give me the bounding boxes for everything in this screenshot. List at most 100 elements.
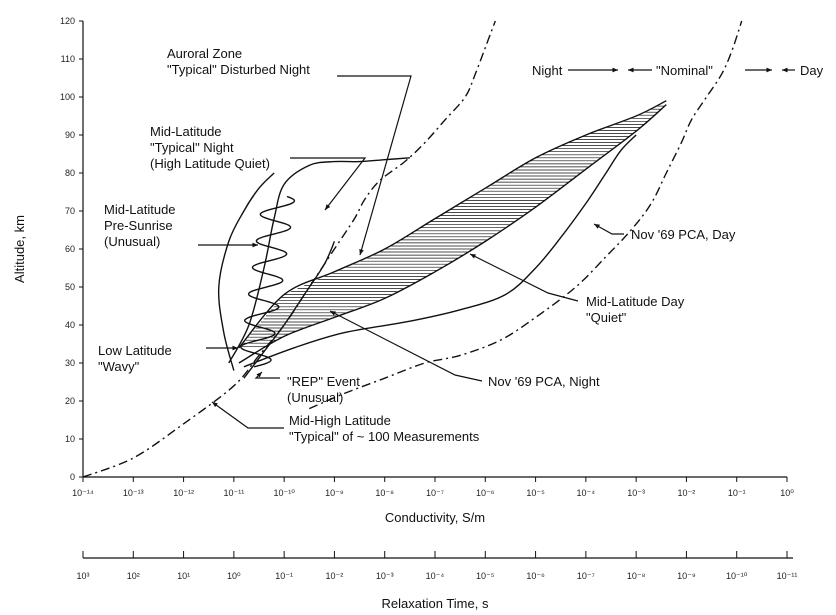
annotation-line: Auroral Zone bbox=[167, 46, 242, 61]
x2-tick-label: 10⁻¹⁰ bbox=[726, 571, 748, 581]
x-tick-label: 10⁻⁴ bbox=[577, 488, 596, 498]
x-tick-label: 10⁻³ bbox=[627, 488, 645, 498]
annotation-line: Mid-Latitude bbox=[104, 202, 176, 217]
annotation-nov69-night: Nov '69 PCA, Night bbox=[488, 374, 600, 389]
hatched-band-upper-edge bbox=[238, 100, 667, 349]
x2-tick-label: 10⁻⁷ bbox=[577, 571, 595, 581]
annotation-line: Day bbox=[800, 63, 824, 78]
annotation-line: "Quiet" bbox=[586, 310, 627, 325]
y-tick-label: 70 bbox=[65, 206, 75, 216]
y-tick-label: 30 bbox=[65, 358, 75, 368]
annotation-line: (High Latitude Quiet) bbox=[150, 156, 270, 171]
x2-tick-label: 10¹ bbox=[177, 571, 190, 581]
x-tick-label: 10⁻⁶ bbox=[476, 488, 495, 498]
x-tick-label: 10⁻⁵ bbox=[526, 488, 545, 498]
series-wavy-low-latitude bbox=[240, 195, 296, 368]
x2-tick-label: 10⁻⁸ bbox=[627, 571, 646, 581]
y-tick-label: 10 bbox=[65, 434, 75, 444]
annotation-mid-latitude-day: Mid-Latitude Day "Quiet" bbox=[586, 294, 685, 325]
x2-tick-label: 10⁻² bbox=[326, 571, 344, 581]
annotation-mid-latitude-night: Mid-Latitude "Typical" Night (High Latitud… bbox=[150, 124, 270, 171]
mid-latitude-night-pointer-head bbox=[325, 204, 331, 210]
y-tick-label: 60 bbox=[65, 244, 75, 254]
x2-tick-label: 10⁻¹¹ bbox=[777, 571, 798, 581]
y-tick-label: 90 bbox=[65, 130, 75, 140]
annotation-line: Mid-High Latitude bbox=[289, 413, 391, 428]
rep-event-pointer-head bbox=[256, 372, 262, 378]
annotation-auroral-zone: Auroral Zone "Typical" Disturbed Night bbox=[167, 46, 310, 77]
annotation-line: (Unusual) bbox=[287, 390, 343, 405]
nominal-pointer-left-head bbox=[628, 67, 634, 73]
day-pointer-head bbox=[782, 67, 788, 73]
nov69-day-pointer bbox=[593, 223, 624, 235]
annotations: Auroral Zone "Typical" Disturbed Night Mid… bbox=[98, 46, 824, 444]
annotation-line: Pre-Sunrise bbox=[104, 218, 173, 233]
x2-axis-title: Relaxation Time, s bbox=[382, 596, 489, 611]
annotation-line: "Nominal" bbox=[656, 63, 713, 78]
annotation-line: Nov '69 PCA, Night bbox=[488, 374, 600, 389]
annotation-line: "Typical" Night bbox=[150, 140, 234, 155]
x2-tick-label: 10⁻¹ bbox=[275, 571, 293, 581]
mid-latitude-day-pointer-head bbox=[470, 254, 476, 259]
y-tick-label: 110 bbox=[61, 54, 75, 64]
annotation-line: (Unusual) bbox=[104, 234, 160, 249]
low-latitude-pointer-head bbox=[232, 345, 238, 351]
annotation-nov69-day: Nov '69 PCA, Day bbox=[631, 227, 736, 242]
night-pointer-head bbox=[612, 67, 618, 73]
axes: 0 10 20 30 40 50 60 70 80 90 100 110 120 10⁻¹⁴ 10⁻¹³ 10… bbox=[12, 16, 797, 611]
y-tick-label: 0 bbox=[70, 472, 75, 482]
series-night-dashed bbox=[82, 20, 496, 478]
hatched-band-lower-edge bbox=[238, 104, 667, 364]
y-axis-title: Altitude, km bbox=[12, 215, 27, 283]
x-tick-label: 10⁻¹³ bbox=[123, 488, 144, 498]
x2-tick-label: 10⁻³ bbox=[376, 571, 394, 581]
nominal-pointer-right-head bbox=[766, 67, 772, 73]
annotation-nominal: "Nominal" bbox=[656, 63, 713, 78]
annotation-line: Night bbox=[532, 63, 563, 78]
curves bbox=[82, 20, 743, 478]
annotation-line: "Typical" of ~ 100 Measurements bbox=[289, 429, 480, 444]
annotation-mid-high-latitude: Mid-High Latitude "Typical" of ~ 100 Meas… bbox=[289, 413, 480, 444]
x-tick-label: 10⁻² bbox=[678, 488, 696, 498]
y-tick-label: 80 bbox=[65, 168, 75, 178]
annotation-line: "Wavy" bbox=[98, 359, 140, 374]
y-tick-label: 120 bbox=[60, 16, 75, 26]
annotation-night: Night bbox=[532, 63, 563, 78]
x-tick-label: 10⁻⁸ bbox=[375, 488, 394, 498]
x-tick-label: 10⁻⁹ bbox=[325, 488, 344, 498]
mid-latitude-day-pointer bbox=[469, 253, 579, 302]
series-nov69-pca-day bbox=[243, 134, 637, 368]
x2-tick-label: 10⁻⁶ bbox=[526, 571, 545, 581]
x2-tick-label: 10⁻⁴ bbox=[426, 571, 445, 581]
x-axis-title: Conductivity, S/m bbox=[385, 510, 485, 525]
x-tick-label: 10⁰ bbox=[780, 488, 794, 498]
x2-tick-label: 10⁰ bbox=[227, 571, 241, 581]
nov69-night-pointer-head bbox=[330, 311, 336, 316]
mid-high-latitude-pointer bbox=[211, 401, 284, 429]
annotation-line: "Typical" Disturbed Night bbox=[167, 62, 310, 77]
annotation-line: Mid-Latitude bbox=[150, 124, 222, 139]
x-tick-label: 10⁻¹ bbox=[728, 488, 746, 498]
x2-tick-label: 10⁻⁵ bbox=[476, 571, 495, 581]
annotation-line: Low Latitude bbox=[98, 343, 172, 358]
annotation-pre-sunrise: Mid-Latitude Pre-Sunrise (Unusual) bbox=[104, 202, 176, 249]
nov69-night-pointer bbox=[329, 310, 483, 382]
x-tick-label: 10⁻¹⁰ bbox=[273, 488, 295, 498]
y-tick-label: 50 bbox=[65, 282, 75, 292]
y-tick-label: 100 bbox=[60, 92, 75, 102]
annotation-low-latitude: Low Latitude "Wavy" bbox=[98, 343, 172, 374]
y-tick-label: 20 bbox=[65, 396, 75, 406]
annotation-line: "REP" Event bbox=[287, 374, 360, 389]
x-tick-label: 10⁻⁷ bbox=[426, 488, 444, 498]
series-mid-latitude-typical-night bbox=[228, 157, 410, 364]
series-day-dashed bbox=[309, 20, 743, 410]
mid-high-latitude-pointer-head bbox=[212, 402, 218, 408]
annotation-day: Day bbox=[800, 63, 824, 78]
pre-sunrise-pointer-head bbox=[252, 242, 258, 248]
annotation-rep-event: "REP" Event (Unusual) bbox=[287, 374, 360, 405]
mid-latitude-night-pointer bbox=[290, 157, 367, 211]
auroral-zone-pointer bbox=[337, 75, 412, 256]
y-tick-label: 40 bbox=[65, 320, 75, 330]
x2-tick-label: 10² bbox=[127, 571, 140, 581]
